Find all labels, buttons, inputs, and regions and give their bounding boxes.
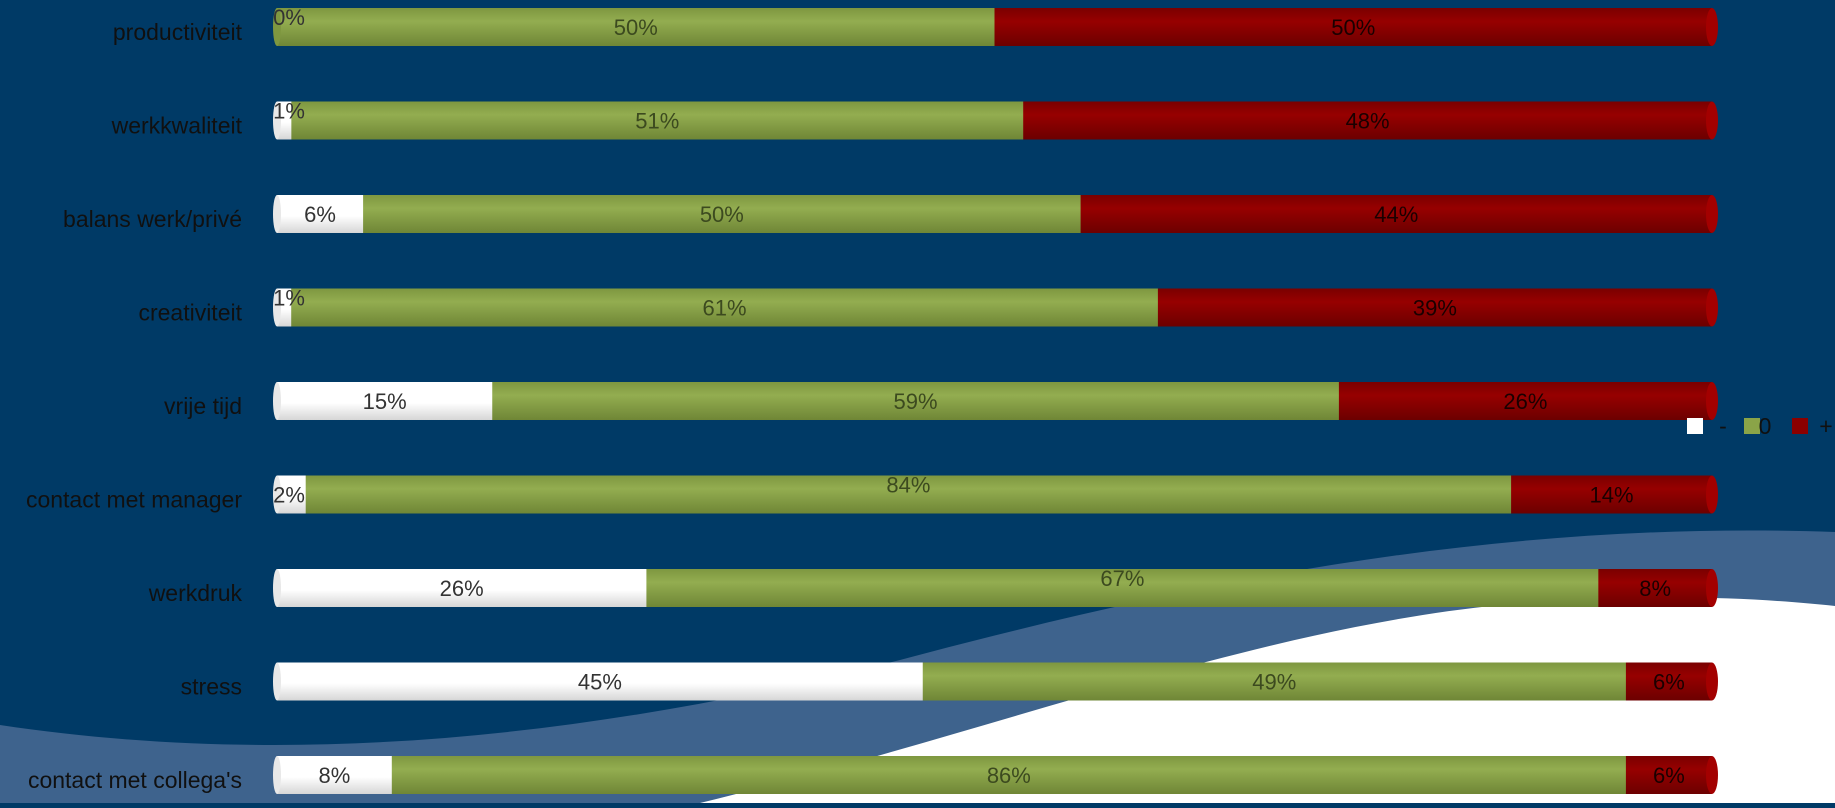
bar-segment-- (277, 382, 493, 420)
bar-cap-left (273, 382, 281, 420)
category-label: contact met collega's (28, 767, 242, 793)
bar-segment-0 (291, 101, 1024, 140)
data-label: 50% (1331, 15, 1375, 40)
data-label: 86% (987, 763, 1031, 788)
category-label: stress (181, 674, 242, 700)
bar-segment-+ (994, 8, 1712, 46)
bar-cap-left (273, 288, 281, 327)
category-label: contact met manager (26, 487, 242, 513)
data-label: 51% (635, 109, 679, 134)
data-label: 48% (1346, 109, 1390, 134)
data-label: 1% (273, 99, 305, 124)
bar-segment-0 (492, 382, 1340, 420)
data-label: 8% (1639, 576, 1671, 601)
legend-swatch (1687, 418, 1703, 434)
bar-cap-right (1706, 756, 1718, 794)
legend: - 0 + (1687, 413, 1833, 439)
bar-cap-right (1706, 195, 1718, 233)
bar-cap-right (1706, 288, 1718, 327)
legend-label: + (1819, 413, 1832, 439)
data-label: 1% (273, 286, 305, 311)
bar-cap-left (273, 662, 281, 701)
data-label: 61% (703, 296, 747, 321)
bar-segment-+ (1625, 662, 1712, 701)
legend-swatch (1744, 418, 1760, 434)
data-label: 6% (304, 202, 336, 227)
legend-label: - (1719, 413, 1727, 439)
data-label: 50% (700, 202, 744, 227)
data-label: 6% (1653, 763, 1685, 788)
bar-segment-- (277, 475, 307, 514)
bar-cap-left (273, 569, 281, 607)
bar-cap-left (273, 195, 281, 233)
bar-cap-right (1706, 101, 1718, 140)
data-label: 0% (273, 5, 305, 30)
bar-segment-0 (922, 662, 1627, 701)
data-label: 67% (1100, 566, 1144, 591)
category-label: creativiteit (138, 300, 242, 326)
bar-cap-left (273, 475, 281, 514)
legend-label: 0 (1759, 413, 1772, 439)
bar-segment-- (277, 662, 924, 701)
bar-segment-+ (1338, 382, 1712, 420)
category-label: productiviteit (113, 19, 243, 45)
bar-segment-0 (391, 756, 1627, 794)
bar-segment-- (277, 569, 647, 607)
bar-segment-0 (277, 8, 995, 46)
bar-cap-right (1706, 8, 1718, 46)
bar-cap-right (1706, 569, 1718, 607)
data-label: 84% (886, 473, 930, 498)
data-label: 50% (614, 15, 658, 40)
bar-segment-+ (1598, 569, 1712, 607)
data-label: 39% (1413, 296, 1457, 321)
data-label: 14% (1590, 483, 1634, 508)
bar-cap-right (1706, 662, 1718, 701)
bar-cap-left (273, 101, 281, 140)
bar-segment-+ (1511, 475, 1712, 514)
category-label: werkkwaliteit (111, 113, 243, 139)
data-label: 49% (1252, 670, 1296, 695)
bar-segment-0 (363, 195, 1082, 233)
bar-segment-- (277, 756, 393, 794)
data-label: 6% (1653, 670, 1685, 695)
data-label: 15% (363, 389, 407, 414)
category-label: vrije tijd (164, 393, 242, 419)
data-label: 2% (273, 483, 305, 508)
bar-segment-0 (305, 475, 1512, 514)
bar-segment-- (277, 288, 292, 327)
data-label: 59% (894, 389, 938, 414)
bar-segment-0 (291, 288, 1159, 327)
bar-segment-+ (1080, 195, 1712, 233)
bar-segment-- (277, 195, 364, 233)
legend-swatch (1792, 418, 1808, 434)
bar-segment-+ (1625, 756, 1712, 794)
bar-segment-0 (646, 569, 1599, 607)
data-label: 45% (578, 670, 622, 695)
bar-segment-+ (1023, 101, 1712, 140)
bar-segment-+ (1157, 288, 1712, 327)
bar-cap-left (273, 756, 281, 794)
bar-segment-- (277, 101, 292, 140)
data-label: 8% (319, 763, 351, 788)
bar-cap-right (1706, 382, 1718, 420)
category-label: balans werk/privé (63, 206, 242, 232)
category-label: werkdruk (148, 580, 243, 606)
data-label: 26% (1503, 389, 1547, 414)
data-label: 44% (1374, 202, 1418, 227)
data-label: 26% (440, 576, 484, 601)
bar-cap-right (1706, 475, 1718, 514)
bar-cap-left (273, 8, 281, 46)
